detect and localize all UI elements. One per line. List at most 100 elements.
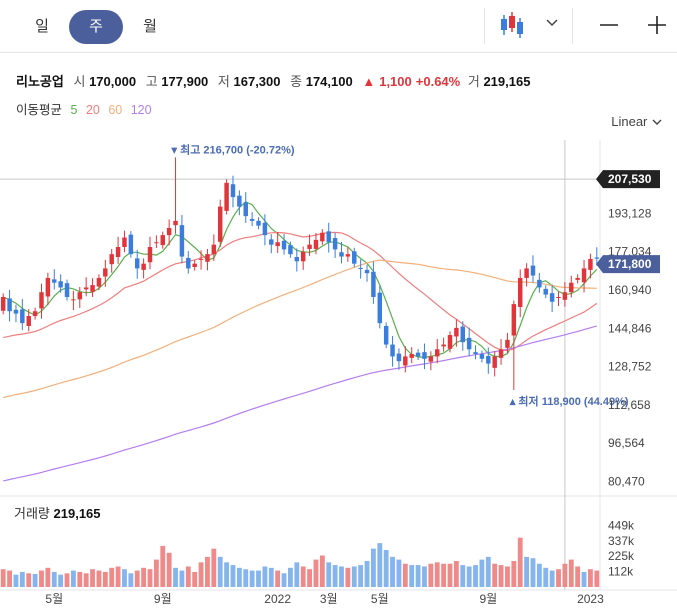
volume-bar (109, 567, 115, 587)
volume-bar (549, 570, 555, 587)
candle-body (320, 232, 325, 242)
candle-body (473, 352, 478, 355)
candle-body (422, 352, 427, 359)
volume-bar (153, 559, 159, 587)
volume-bar (90, 569, 95, 587)
current-price-label: 171,800 (608, 257, 652, 271)
candle-body (173, 220, 178, 226)
volume-bar (568, 559, 574, 587)
volume-bar (185, 566, 191, 587)
candle-body (383, 325, 389, 345)
volume-bar (536, 563, 542, 587)
high-price: 177,900 (161, 74, 209, 89)
candle-body (409, 354, 414, 358)
volume-bar (115, 566, 121, 587)
candle-body (198, 258, 204, 260)
volume-bar (179, 570, 185, 587)
volume-bar (39, 570, 44, 587)
candle-body (294, 257, 300, 262)
x-tick-label: 3월 (320, 592, 338, 606)
candle-body (326, 231, 331, 243)
volume-bar (230, 565, 236, 587)
volume-bar (96, 570, 102, 587)
chevron-down-icon[interactable] (545, 17, 559, 29)
volume-bar (281, 573, 287, 587)
candle-body (20, 309, 25, 324)
volume-bar (166, 552, 172, 587)
volume-bar (460, 565, 466, 587)
volume-bar (141, 567, 147, 587)
volume-tick-label: 337k (608, 534, 635, 548)
volume-bar (562, 563, 568, 587)
x-tick-label: 5월 (45, 592, 63, 606)
candle-body (466, 337, 472, 350)
volume-bar (51, 571, 57, 587)
volume-bar (390, 556, 395, 587)
candle-body (543, 288, 548, 295)
moving-average-legend: 이동평균 5 20 60 120 (16, 103, 152, 117)
candle-body (447, 335, 453, 349)
volume-bar (505, 566, 510, 587)
candle-body (581, 268, 587, 283)
candle-body (58, 281, 63, 288)
change-arrow-icon: ▲ (362, 74, 376, 89)
candle-body (7, 298, 12, 312)
candle-body (371, 271, 376, 297)
zoom-in-icon[interactable] (646, 14, 668, 36)
chevron-down-icon (652, 119, 662, 125)
volume-bar (517, 537, 523, 587)
stock-name: 리노공업 (16, 74, 64, 89)
candle-body (390, 344, 395, 357)
period-week-tab[interactable]: 주 (69, 10, 123, 44)
candle-body (103, 268, 108, 277)
volume-bar (339, 566, 344, 587)
ma20-label: 20 (85, 103, 100, 117)
x-tick-label: 5월 (371, 592, 389, 606)
volume-bar (415, 565, 421, 587)
volume-bar (224, 562, 230, 587)
y-tick-label: 112,658 (608, 398, 651, 412)
volume-bar (479, 559, 485, 587)
volume-bar (58, 574, 64, 587)
volume-bar (345, 567, 351, 587)
volume-bar (396, 559, 402, 587)
zoom-out-icon[interactable] (598, 14, 620, 36)
candle-body (179, 225, 185, 257)
candle-body (352, 251, 357, 264)
candle-body (122, 237, 127, 248)
volume-legend-value: 219,165 (53, 506, 101, 521)
volume: 219,165 (483, 74, 531, 89)
candlestick-chart-type-icon[interactable] (496, 8, 530, 42)
top-toolbar: 일 주 월 (0, 0, 677, 53)
volume-bar (211, 548, 217, 587)
scale-mode-dropdown[interactable]: Linear (611, 114, 663, 129)
period-day-tab[interactable]: 일 (35, 18, 49, 35)
volume-bar (453, 560, 459, 587)
candle-body (300, 251, 306, 262)
ma5-line (2, 201, 598, 359)
volume-bar (441, 563, 447, 587)
candle-body (281, 240, 287, 250)
candle-body (486, 355, 491, 364)
close-price: 174,100 (305, 74, 353, 89)
candle-body (511, 304, 517, 336)
volume-bar (556, 569, 561, 587)
candle-body (186, 257, 191, 269)
crosshair-price-tag (596, 170, 660, 189)
period-month-tab[interactable]: 월 (143, 18, 157, 35)
candle-body (109, 254, 114, 265)
ma5-label: 5 (70, 103, 78, 117)
candle-body (537, 279, 542, 288)
candle-body (275, 242, 280, 247)
candle-body (454, 327, 459, 337)
volume-bar (77, 571, 83, 587)
volume-bar (300, 566, 306, 587)
volume-bar (173, 567, 178, 587)
low-annotation: ▴ 최저 118,900 (44.49%) (509, 394, 629, 408)
low-price: 167,300 (233, 74, 281, 89)
candle-body (39, 292, 44, 309)
candle-body (569, 282, 574, 293)
volume-bar (307, 569, 312, 587)
volume-bar (217, 556, 223, 587)
